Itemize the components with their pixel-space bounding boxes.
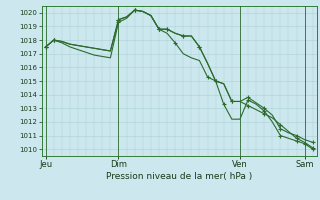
- X-axis label: Pression niveau de la mer( hPa ): Pression niveau de la mer( hPa ): [106, 172, 252, 181]
